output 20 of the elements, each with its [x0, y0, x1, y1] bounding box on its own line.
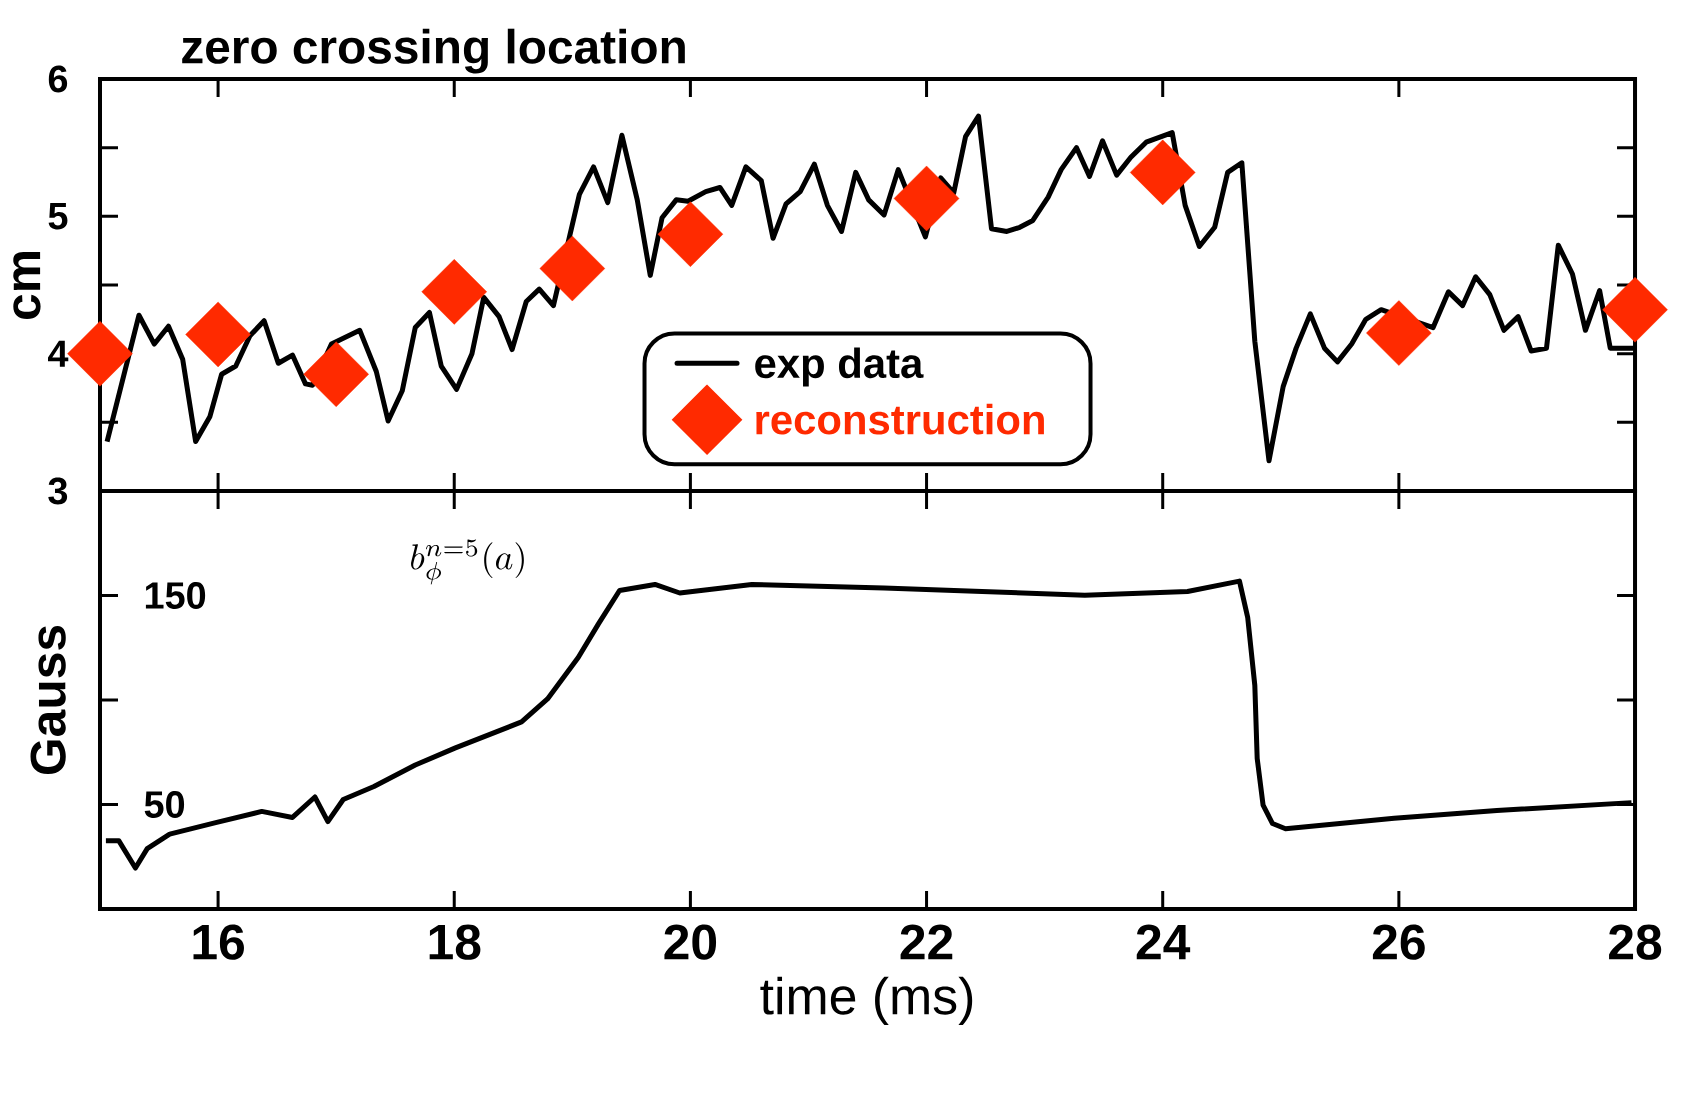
x-tick-label: 24 [1136, 924, 1191, 960]
x-tick-label: 22 [900, 924, 953, 960]
y-tick-label: 50 [144, 791, 185, 818]
annotation: $b_{\phi}^{n=5}(a)$ [411, 539, 524, 585]
y-axis-title: Gauss [30, 625, 66, 775]
legend-label: exp data [755, 347, 924, 387]
x-tick-label: 28 [1609, 924, 1662, 960]
x-tick-label: 20 [664, 924, 717, 960]
x-tick-label: 18 [429, 924, 481, 960]
x-axis-title: time (ms) [760, 976, 973, 1025]
x-tick-label: 26 [1372, 924, 1425, 960]
y-tick-label: 4 [48, 340, 69, 367]
legend-label: reconstruction [756, 403, 1044, 435]
x-tick-label: 16 [193, 924, 244, 960]
y-tick-label: 150 [145, 582, 206, 609]
y-tick-label: 5 [48, 203, 68, 230]
y-tick-label: 6 [48, 65, 68, 93]
chart-title: zero crossing location [182, 28, 685, 74]
y-tick-label: 3 [48, 477, 68, 505]
y-axis-title: cm [13, 252, 41, 320]
